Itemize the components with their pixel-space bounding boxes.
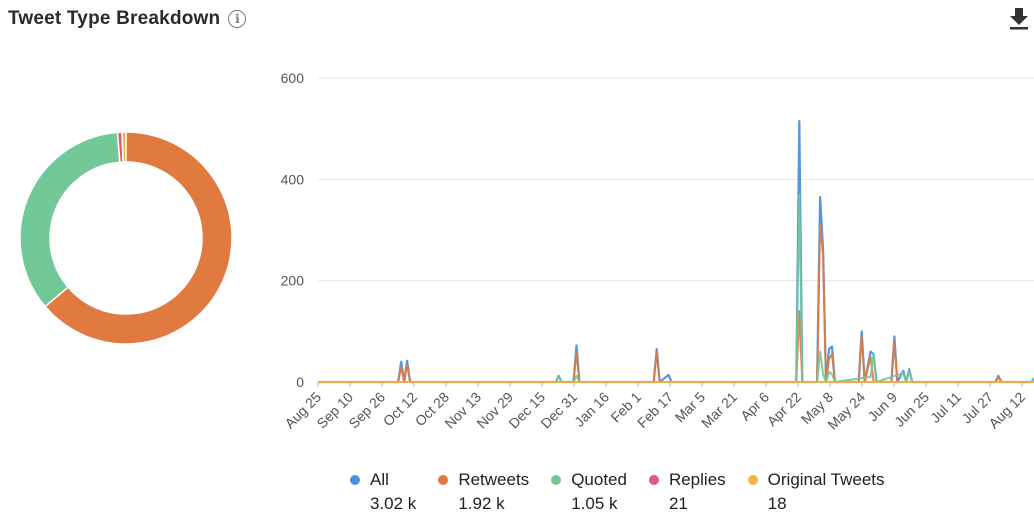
x-tick-label: Apr 22 (764, 389, 805, 430)
legend-dot-retweets (438, 475, 449, 485)
legend-value-quoted: 1.05 k (571, 494, 618, 513)
legend-item-retweets[interactable]: Retweets 1.92 k (438, 470, 529, 514)
legend-dot-original-tweets (747, 475, 758, 485)
x-tick-label: Jul 11 (927, 389, 964, 426)
series-line-all[interactable] (318, 119, 1034, 384)
x-tick-label: Dec 31 (537, 389, 580, 432)
legend-item-original-tweets[interactable]: Original Tweets 18 (747, 470, 885, 514)
legend-value-retweets: 1.92 k (458, 494, 505, 513)
legend-item-replies[interactable]: Replies 21 (648, 470, 726, 514)
donut-slice-retweets[interactable] (44, 131, 233, 345)
x-tick-label: Oct 12 (380, 389, 421, 430)
chart-title: Tweet Type Breakdown (8, 8, 221, 29)
donut-slice-quoted[interactable] (19, 131, 121, 308)
legend-value-original-tweets: 18 (767, 494, 787, 513)
chart-legend: All 3.02 k Retweets 1.92 k Quoted 1.05 k… (350, 470, 907, 514)
x-tick-label: Mar 21 (698, 389, 740, 431)
legend-value-all: 3.02 k (370, 494, 417, 513)
legend-item-all[interactable]: All 3.02 k (350, 470, 416, 514)
legend-label-retweets: Retweets (458, 470, 530, 489)
y-tick-label: 0 (296, 374, 304, 390)
chart-header: Tweet Type Breakdown i (8, 6, 247, 32)
series-line-retweets[interactable] (318, 223, 1003, 383)
series-line-quoted[interactable] (318, 193, 1034, 383)
legend-item-quoted[interactable]: Quoted 1.05 k (551, 470, 627, 514)
donut-chart (19, 131, 233, 345)
legend-label-all: All (370, 470, 389, 489)
download-icon[interactable] (1008, 5, 1030, 31)
legend-label-original-tweets: Original Tweets (767, 470, 885, 489)
x-tick-label: Feb 17 (634, 389, 676, 431)
y-tick-label: 400 (281, 171, 305, 187)
x-tick-label: Sep 26 (345, 389, 388, 432)
legend-label-quoted: Quoted (571, 470, 627, 489)
y-tick-label: 200 (281, 273, 305, 289)
info-icon[interactable]: i (228, 10, 247, 28)
y-tick-label: 600 (281, 70, 305, 86)
x-tick-label: Jan 16 (571, 389, 612, 430)
x-tick-label: Jun 25 (891, 389, 932, 430)
legend-label-replies: Replies (668, 470, 726, 489)
x-tick-label: Aug 12 (985, 389, 1028, 432)
legend-dot-replies (648, 475, 659, 485)
legend-value-replies: 21 (668, 494, 688, 513)
legend-dot-quoted (551, 475, 562, 485)
legend-dot-all (350, 475, 360, 485)
